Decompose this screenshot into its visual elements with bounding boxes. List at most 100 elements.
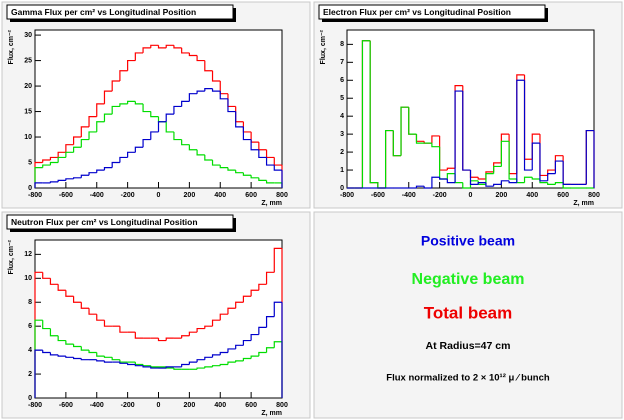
histogram-step [219, 363, 228, 366]
histogram-step [111, 105, 120, 115]
histogram-step [431, 143, 440, 148]
histogram-step [88, 308, 97, 315]
histogram-step [165, 121, 174, 133]
histogram-step [431, 135, 440, 144]
histogram-step [258, 351, 267, 357]
histogram-step [103, 113, 113, 122]
histogram-step [273, 341, 282, 348]
histogram-step [88, 350, 97, 354]
histogram-step [250, 333, 259, 341]
x-tick-label: 0 [157, 402, 161, 409]
histogram-step [485, 173, 494, 185]
x-tick-label: -800 [340, 192, 354, 199]
histogram-step [103, 320, 113, 327]
histogram-step [142, 103, 151, 113]
x-tick-label: -400 [90, 402, 104, 409]
histogram-step [96, 352, 105, 357]
x-tick-label: 800 [588, 192, 600, 199]
y-axis-label: Flux, cm⁻² [8, 239, 15, 274]
histogram-step [49, 278, 59, 285]
y-tick-label: 0 [28, 395, 32, 402]
y-tick-label: 6 [28, 323, 32, 330]
histogram-step [204, 366, 213, 369]
legend-line: Negative beam [412, 271, 525, 288]
histogram-step [173, 45, 182, 49]
histogram-step [49, 352, 59, 356]
histogram-step [211, 319, 221, 327]
histogram-step [165, 366, 174, 369]
histogram-step [196, 149, 205, 156]
histogram-step [42, 350, 51, 354]
histogram-step [265, 157, 275, 166]
histogram-step [196, 55, 205, 62]
histogram-step [250, 139, 259, 151]
x-tick-label: -200 [121, 402, 135, 409]
histogram-step [65, 178, 74, 181]
histogram-step [127, 151, 136, 158]
histogram-step [57, 284, 66, 291]
histogram-step [235, 344, 244, 349]
histogram-step [103, 167, 113, 171]
histogram-step [235, 360, 244, 363]
histogram-step [72, 136, 82, 145]
histogram-step [142, 138, 151, 148]
x-tick-label: 600 [245, 192, 257, 199]
x-tick-label: -200 [121, 192, 135, 199]
histogram-step [165, 337, 174, 341]
histogram-step [469, 170, 479, 186]
histogram-step [516, 79, 525, 183]
y-tick-label: 10 [24, 275, 32, 282]
chart-title: Electron Flux per cm² vs Longitudinal Po… [323, 7, 511, 17]
histogram-step [227, 361, 236, 365]
histogram-step [265, 347, 275, 353]
histogram-step [539, 143, 548, 182]
histogram-step [65, 144, 74, 153]
histogram-step [242, 172, 252, 176]
histogram-step [258, 283, 267, 291]
histogram-step [72, 296, 82, 303]
histogram-step [554, 160, 564, 174]
y-tick-label: 5 [340, 95, 344, 102]
histogram-step [88, 172, 97, 176]
histogram-step [111, 357, 120, 361]
histogram-step [173, 368, 182, 370]
histogram-step [57, 179, 66, 182]
x-tick-label: -400 [90, 192, 104, 199]
histogram-step [96, 121, 105, 132]
histogram-step [57, 354, 66, 357]
histogram-step [42, 320, 51, 330]
x-tick-label: 400 [526, 192, 538, 199]
histogram-step [134, 332, 144, 339]
histogram-step [531, 177, 540, 180]
legend-line: Flux normalized to 2 × 10¹² μ ⁄ bunch [386, 373, 550, 384]
histogram-step [250, 355, 259, 359]
histogram-step [258, 177, 267, 181]
histogram-step [485, 182, 494, 187]
histogram-step [384, 129, 394, 188]
histogram-step [493, 183, 502, 187]
histogram-step [88, 131, 97, 140]
chart-title: Gamma Flux per cm² vs Longitudinal Posit… [11, 7, 196, 17]
histogram-step [408, 107, 417, 135]
histogram-step [523, 176, 533, 183]
histogram-step [188, 361, 198, 365]
y-tick-label: 5 [28, 159, 32, 166]
x-tick-label: 0 [469, 192, 473, 199]
histogram-step [34, 167, 43, 188]
histogram-step [415, 134, 425, 144]
histogram-step [65, 290, 74, 297]
histogram-step [242, 126, 252, 141]
histogram-step [80, 346, 90, 351]
histogram-step [80, 126, 90, 138]
chart-title: Neutron Flux per cm² vs Longitudinal Pos… [11, 217, 198, 227]
histogram-step [265, 316, 275, 328]
y-tick-label: 3 [340, 131, 344, 138]
plot-frame [34, 29, 283, 189]
y-tick-label: 15 [24, 108, 32, 115]
x-tick-label: -600 [59, 402, 73, 409]
y-tick-label: 0 [28, 185, 32, 192]
histogram-step [57, 335, 66, 342]
histogram-step [211, 159, 221, 166]
histogram-step [211, 354, 221, 358]
x-axis-label: Z, mm [261, 200, 282, 207]
